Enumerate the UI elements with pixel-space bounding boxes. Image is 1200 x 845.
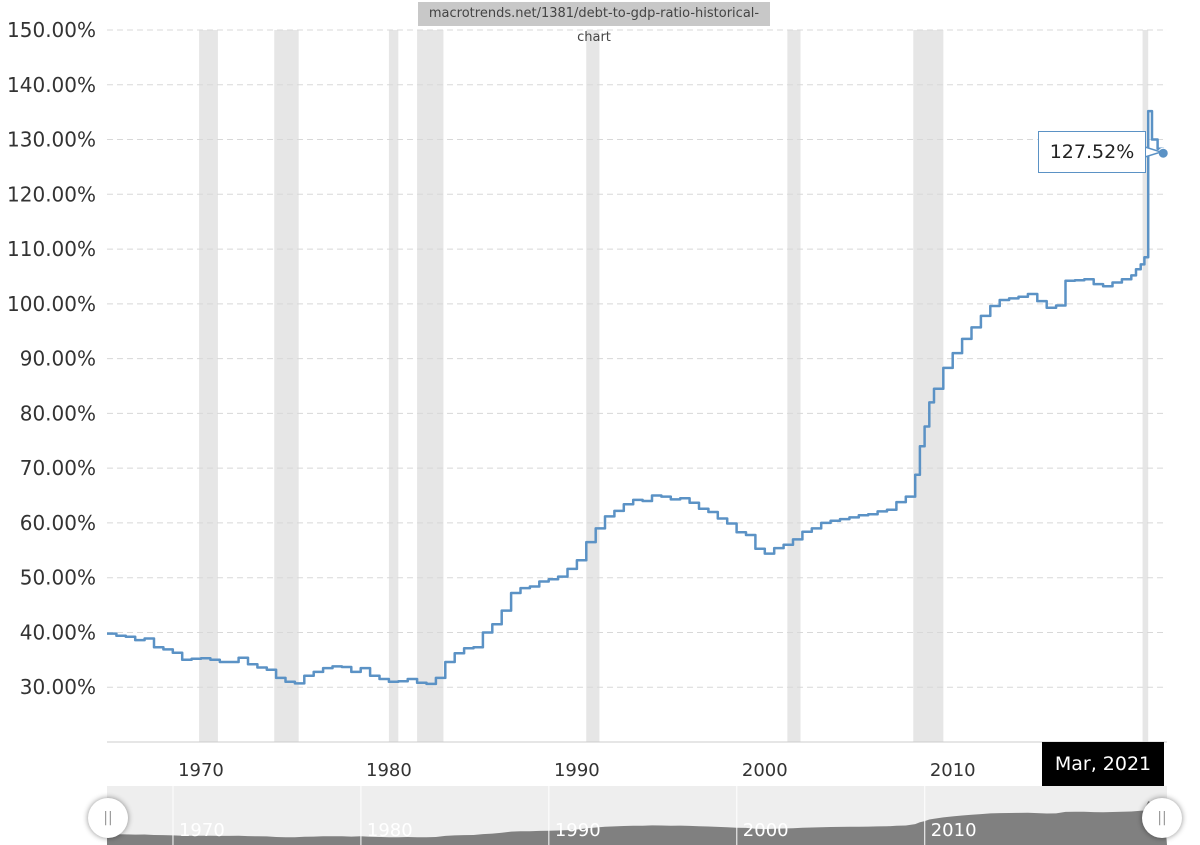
x-tick-label: 1980	[366, 760, 412, 781]
y-tick-label: 50.00%	[20, 566, 96, 590]
series-line	[107, 109, 1165, 686]
navigator-left-handle[interactable]: ||	[88, 798, 128, 838]
recession-band	[199, 30, 218, 742]
recession-band	[388, 30, 399, 742]
y-tick-label: 120.00%	[7, 182, 96, 206]
navigator-year-label: 2010	[931, 820, 977, 841]
value-tooltip: 127.52%	[1038, 131, 1146, 173]
y-tick-label: 110.00%	[7, 237, 96, 261]
navigator-area	[107, 801, 1167, 845]
last-value-point	[1157, 147, 1169, 159]
navigator-year-label: 1990	[555, 820, 601, 841]
y-tick-label: 130.00%	[7, 128, 96, 152]
y-tick-label: 100.00%	[7, 292, 96, 316]
navigator-year-label: 1970	[179, 820, 225, 841]
x-tick-label: 2000	[742, 760, 788, 781]
recession-band	[1142, 30, 1149, 742]
navigator-year-label: 2000	[743, 820, 789, 841]
y-tick-label: 140.00%	[7, 73, 96, 97]
y-tick-label: 150.00%	[7, 18, 96, 42]
x-tick-label: 1970	[178, 760, 224, 781]
recession-band	[586, 30, 600, 742]
recession-bands	[199, 30, 1149, 742]
date-flag: Mar, 2021	[1042, 742, 1164, 786]
recession-band	[913, 30, 944, 742]
y-tick-label: 90.00%	[20, 347, 96, 371]
navigator[interactable]: 1970 1980 1990 2000 2010	[107, 786, 1167, 845]
navigator-right-handle[interactable]: ||	[1142, 798, 1182, 838]
y-tick-label: 60.00%	[20, 511, 96, 535]
recession-band	[274, 30, 299, 742]
plot-area	[107, 109, 1169, 686]
y-tick-label: 30.00%	[20, 675, 96, 699]
y-tick-label: 70.00%	[20, 456, 96, 480]
x-axis: 197019801990200020102020	[178, 760, 1164, 781]
recession-band	[417, 30, 444, 742]
y-axis: 30.00% 40.00% 50.00% 60.00% 70.00% 80.00% 90.0…	[7, 18, 96, 699]
x-tick-label: 2010	[930, 760, 976, 781]
gridlines	[107, 29, 1167, 743]
y-tick-label: 40.00%	[20, 620, 96, 644]
navigator-year-label: 1980	[367, 820, 413, 841]
recession-band	[787, 30, 801, 742]
source-badge: macrotrends.net/1381/debt-to-gdp-ratio-h…	[418, 2, 770, 45]
y-tick-label: 80.00%	[20, 401, 96, 425]
x-tick-label: 1990	[554, 760, 600, 781]
